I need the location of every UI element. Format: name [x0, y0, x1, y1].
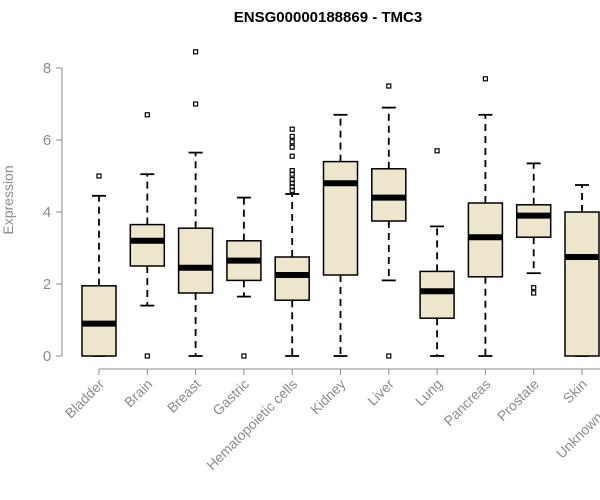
iqr-box	[419, 270, 455, 319]
box-brain	[129, 112, 166, 359]
y-tick-label: 6	[43, 132, 51, 149]
outlier-point	[289, 126, 295, 132]
box-liver	[371, 83, 407, 359]
y-tick-label: 8	[43, 60, 51, 77]
x-tick-label: Breast	[164, 376, 204, 416]
y-tick-label: 2	[43, 276, 51, 293]
x-tick-label: Liver	[364, 376, 397, 409]
outlier-point	[96, 173, 102, 179]
iqr-box	[274, 256, 310, 301]
x-tick-label: Brain	[121, 376, 155, 410]
x-tick-label: Prostate	[494, 376, 542, 424]
iqr-box	[129, 223, 166, 267]
box-gastric	[226, 196, 262, 359]
box-hematopoietic-cells	[274, 126, 310, 357]
x-tick-label: Bladder	[62, 376, 108, 422]
iqr-box	[564, 211, 600, 357]
x-tick-label: Kidney	[307, 376, 349, 418]
box-breast	[177, 49, 214, 357]
box-pancreas	[467, 76, 504, 357]
x-tick-label: Hematopoietic cells	[203, 376, 300, 473]
outlier-point	[531, 285, 537, 291]
outlier-point	[386, 353, 392, 359]
outlier-point	[289, 168, 295, 174]
iqr-box	[177, 227, 214, 294]
outlier-point	[434, 148, 440, 154]
outlier-point	[144, 112, 150, 118]
chart-title: ENSG00000188869 - TMC3	[234, 9, 422, 26]
outlier-point	[289, 144, 295, 150]
outlier-point	[193, 49, 199, 55]
y-axis: 0 2 4 6 8	[43, 60, 63, 365]
box-skin	[564, 184, 600, 357]
outlier-point	[289, 177, 295, 183]
outlier-point	[531, 290, 537, 296]
outlier-point	[193, 101, 199, 107]
outlier-point	[482, 76, 488, 82]
outlier-point	[289, 133, 295, 139]
outlier-point	[386, 83, 392, 89]
box-kidney	[322, 113, 359, 357]
box-lung	[419, 148, 455, 357]
y-tick-label: 0	[43, 348, 51, 365]
iqr-box	[322, 160, 359, 276]
x-tick-label: Gastric	[209, 376, 252, 419]
outlier-point	[289, 139, 295, 145]
box-prostate	[515, 162, 552, 296]
x-tick-label: Lung	[412, 376, 445, 409]
x-tick-label: Skin	[560, 376, 591, 407]
outlier-point	[241, 353, 247, 359]
iqr-box	[515, 204, 552, 238]
boxes-group	[81, 49, 600, 359]
x-tick-label: Pancreas	[440, 376, 493, 429]
outlier-point	[289, 153, 295, 159]
outlier-point	[144, 353, 150, 359]
box-bladder	[81, 173, 117, 357]
y-axis-label: Expression	[0, 165, 16, 234]
y-tick-label: 4	[43, 204, 51, 221]
